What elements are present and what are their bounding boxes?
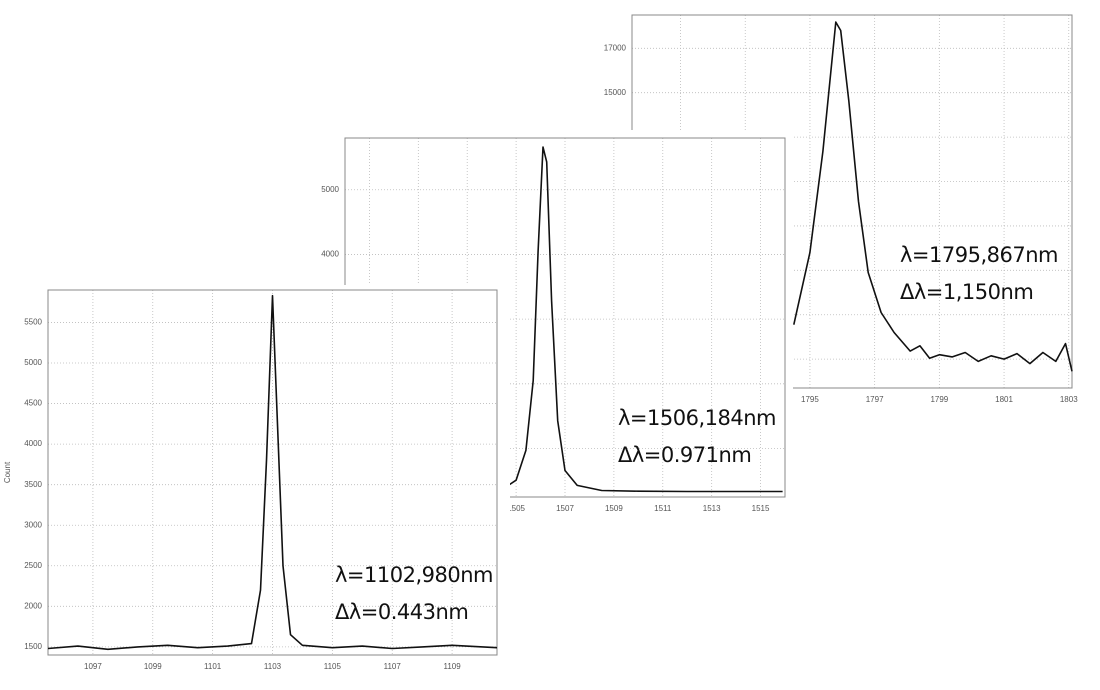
panel-background xyxy=(0,285,510,680)
x-tick-label: 1507 xyxy=(556,504,574,513)
spectrum-line xyxy=(793,21,1073,372)
spectrum-line xyxy=(503,146,783,493)
x-tick-label: 1103 xyxy=(264,662,282,671)
annotation: Δλ=1,150nm xyxy=(900,280,1033,304)
x-tick-label: 1099 xyxy=(144,662,162,671)
x-tick-label: 1509 xyxy=(605,504,623,513)
annotation: λ=1506,184nm xyxy=(618,406,776,430)
chart-panel: 1500 2000 2500 3000 3500 4000 4500 5000 5500 1097… xyxy=(0,285,510,680)
x-tick-label: 1107 xyxy=(384,662,402,671)
y-tick-label: 4000 xyxy=(24,439,42,448)
y-tick-label: 1500 xyxy=(24,642,42,651)
spectrum-line xyxy=(47,294,498,651)
y-tick-label: 4000 xyxy=(321,250,339,259)
y-tick-label: 5000 xyxy=(321,185,339,194)
annotation: Δλ=0.443nm xyxy=(335,600,468,624)
x-tick-label: 1515 xyxy=(752,504,770,513)
x-tick-label: 1799 xyxy=(930,395,948,404)
x-tick-label: 1795 xyxy=(801,395,819,404)
y-tick-label: 17000 xyxy=(604,43,627,52)
x-tick-label: 1801 xyxy=(995,395,1013,404)
y-tick-label: 2000 xyxy=(24,601,42,610)
y-tick-label: 4500 xyxy=(24,399,42,408)
x-tick-label: 1097 xyxy=(84,662,102,671)
y-tick-label: 15000 xyxy=(604,88,627,97)
x-tick-label: 1513 xyxy=(703,504,721,513)
annotation: Δλ=0.971nm xyxy=(618,443,751,467)
x-tick-label: 1511 xyxy=(654,504,672,513)
y-tick-label: 5000 xyxy=(24,358,42,367)
x-tick-label: 1109 xyxy=(443,662,461,671)
y-tick-label: 5500 xyxy=(24,318,42,327)
plot-frame xyxy=(47,289,498,656)
annotation: λ=1795,867nm xyxy=(900,243,1058,267)
y-axis-label: Count xyxy=(3,461,12,483)
x-tick-label: 1505 xyxy=(507,504,525,513)
y-tick-label: 3000 xyxy=(24,520,42,529)
x-tick-label: 1803 xyxy=(1060,395,1078,404)
y-tick-label: 2500 xyxy=(24,561,42,570)
x-tick-label: 1797 xyxy=(866,395,884,404)
x-tick-label: 1101 xyxy=(204,662,222,671)
x-tick-label: 1105 xyxy=(324,662,342,671)
y-tick-label: 3500 xyxy=(24,480,42,489)
annotation: λ=1102,980nm xyxy=(335,563,493,587)
